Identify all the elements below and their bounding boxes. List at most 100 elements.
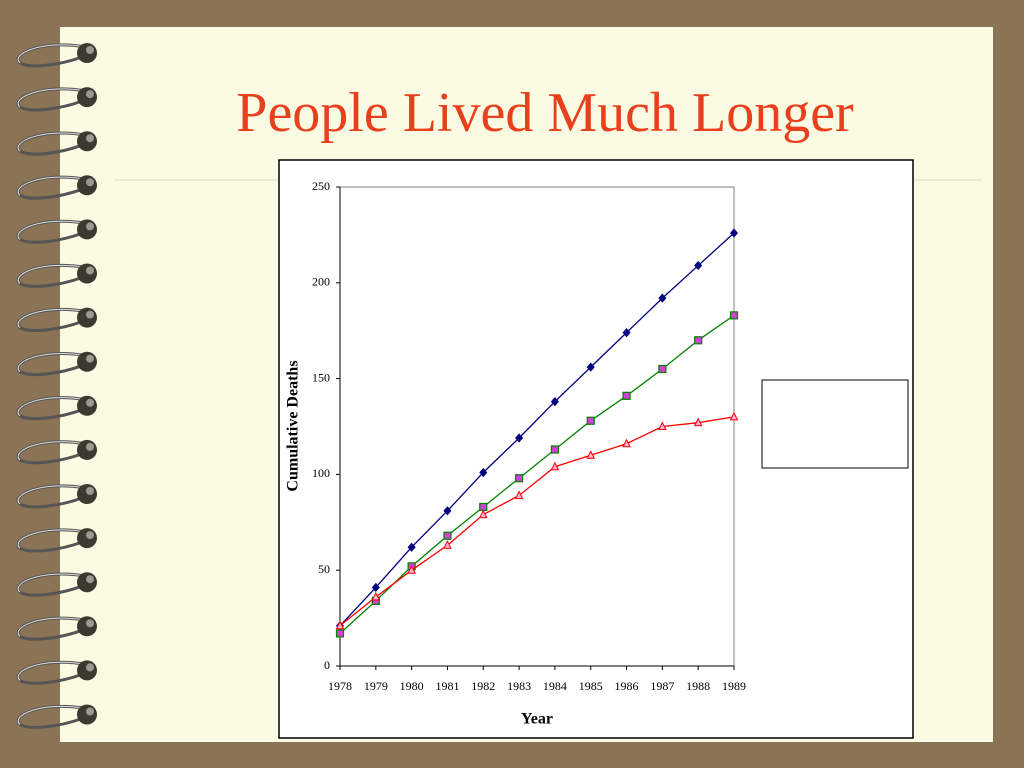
marker bbox=[658, 421, 667, 430]
ring-hole bbox=[77, 528, 97, 549]
ring-hole-shine bbox=[86, 575, 94, 584]
ring-hole bbox=[77, 263, 97, 284]
y-tick-label: 250 bbox=[312, 179, 330, 193]
ring-hole bbox=[77, 395, 97, 416]
x-tick-label: 1979 bbox=[364, 679, 388, 693]
marker bbox=[586, 416, 595, 425]
ring-hole-shine bbox=[86, 46, 94, 54]
slide-title: People Lived Much Longer bbox=[236, 82, 854, 144]
marker bbox=[479, 467, 488, 478]
ring-hole bbox=[77, 616, 97, 637]
ring-wire-highlight bbox=[17, 353, 87, 373]
marker bbox=[693, 417, 703, 427]
ring-hole bbox=[77, 87, 97, 108]
marker bbox=[335, 629, 345, 638]
ring-wire-highlight bbox=[17, 88, 87, 108]
x-tick-label: 1982 bbox=[471, 679, 495, 693]
series-line bbox=[339, 232, 735, 627]
marker bbox=[622, 328, 631, 338]
marker bbox=[478, 509, 488, 519]
y-tick-label: 100 bbox=[312, 466, 330, 480]
ring-wire-highlight bbox=[17, 220, 87, 240]
marker bbox=[586, 362, 595, 372]
y-tick-label: 50 bbox=[318, 562, 330, 576]
ring-wire-highlight bbox=[17, 44, 87, 64]
x-tick-label: 1981 bbox=[435, 679, 459, 693]
x-axis-label: Year bbox=[521, 711, 553, 728]
ring-hole-shine bbox=[86, 707, 94, 716]
y-tick-label: 200 bbox=[312, 275, 330, 289]
legend-box bbox=[761, 379, 909, 469]
marker bbox=[658, 293, 667, 303]
marker bbox=[550, 445, 560, 454]
ring-wire-highlight bbox=[17, 617, 87, 637]
marker bbox=[407, 565, 416, 574]
marker bbox=[479, 502, 488, 512]
ring-hole bbox=[77, 175, 97, 196]
ring-wire-highlight bbox=[17, 176, 87, 196]
marker bbox=[371, 582, 380, 593]
marker bbox=[514, 490, 524, 499]
ring-wire-highlight bbox=[17, 573, 87, 593]
marker bbox=[335, 620, 345, 630]
marker bbox=[658, 364, 667, 374]
ring-hole-shine bbox=[86, 354, 94, 363]
ring-wire-highlight bbox=[17, 264, 87, 284]
ring-hole bbox=[77, 351, 97, 372]
marker bbox=[371, 591, 381, 601]
x-tick-label: 1978 bbox=[328, 679, 352, 693]
y-axis-label: Cumulative Deaths bbox=[285, 360, 302, 491]
ring-hole bbox=[77, 484, 97, 504]
ring-hole-shine bbox=[86, 619, 94, 628]
ring-wire-highlight bbox=[17, 485, 87, 505]
ring-wire-highlight bbox=[17, 661, 87, 681]
ring-hole-shine bbox=[86, 134, 94, 143]
x-tick-label: 1988 bbox=[686, 679, 710, 693]
ring-hole-shine bbox=[86, 266, 94, 275]
ring-hole-shine bbox=[86, 487, 94, 495]
marker bbox=[515, 433, 524, 443]
ring-hole bbox=[77, 219, 97, 240]
ring-hole bbox=[77, 43, 97, 63]
ring-hole bbox=[77, 660, 97, 681]
x-tick-label: 1989 bbox=[722, 679, 746, 693]
x-tick-label: 1983 bbox=[507, 679, 531, 693]
ring-hole-shine bbox=[86, 178, 94, 187]
marker bbox=[550, 396, 559, 407]
marker bbox=[443, 540, 452, 549]
marker bbox=[514, 474, 524, 483]
x-tick-label: 1980 bbox=[400, 679, 424, 693]
spiral-binding bbox=[16, 43, 97, 729]
series-line bbox=[339, 416, 735, 627]
ring-hole-shine bbox=[86, 310, 94, 319]
ring-hole-shine bbox=[86, 222, 94, 231]
ring-hole bbox=[77, 704, 97, 725]
ring-hole bbox=[77, 131, 97, 152]
ring-hole bbox=[77, 307, 97, 328]
marker bbox=[694, 336, 703, 345]
ring-hole bbox=[77, 439, 97, 460]
marker bbox=[729, 311, 739, 320]
marker bbox=[729, 228, 739, 238]
x-tick-label: 1984 bbox=[543, 679, 567, 693]
marker bbox=[407, 542, 416, 552]
y-tick-label: 150 bbox=[312, 370, 330, 384]
marker bbox=[694, 260, 703, 271]
y-tick-label: 0 bbox=[324, 658, 330, 672]
ring-wire-highlight bbox=[17, 441, 87, 461]
marker bbox=[443, 531, 452, 540]
ring-wire-highlight bbox=[17, 705, 87, 725]
ring-hole-shine bbox=[86, 398, 94, 407]
ring-hole-shine bbox=[86, 531, 94, 540]
series-line bbox=[339, 314, 735, 634]
marker bbox=[622, 391, 631, 400]
marker bbox=[443, 506, 452, 516]
ring-hole-shine bbox=[86, 442, 94, 451]
marker bbox=[729, 411, 739, 421]
ring-hole-shine bbox=[86, 663, 94, 672]
marker bbox=[550, 461, 560, 471]
ring-wire-highlight bbox=[17, 397, 87, 417]
ring-hole-shine bbox=[86, 90, 94, 99]
marker bbox=[586, 450, 596, 459]
